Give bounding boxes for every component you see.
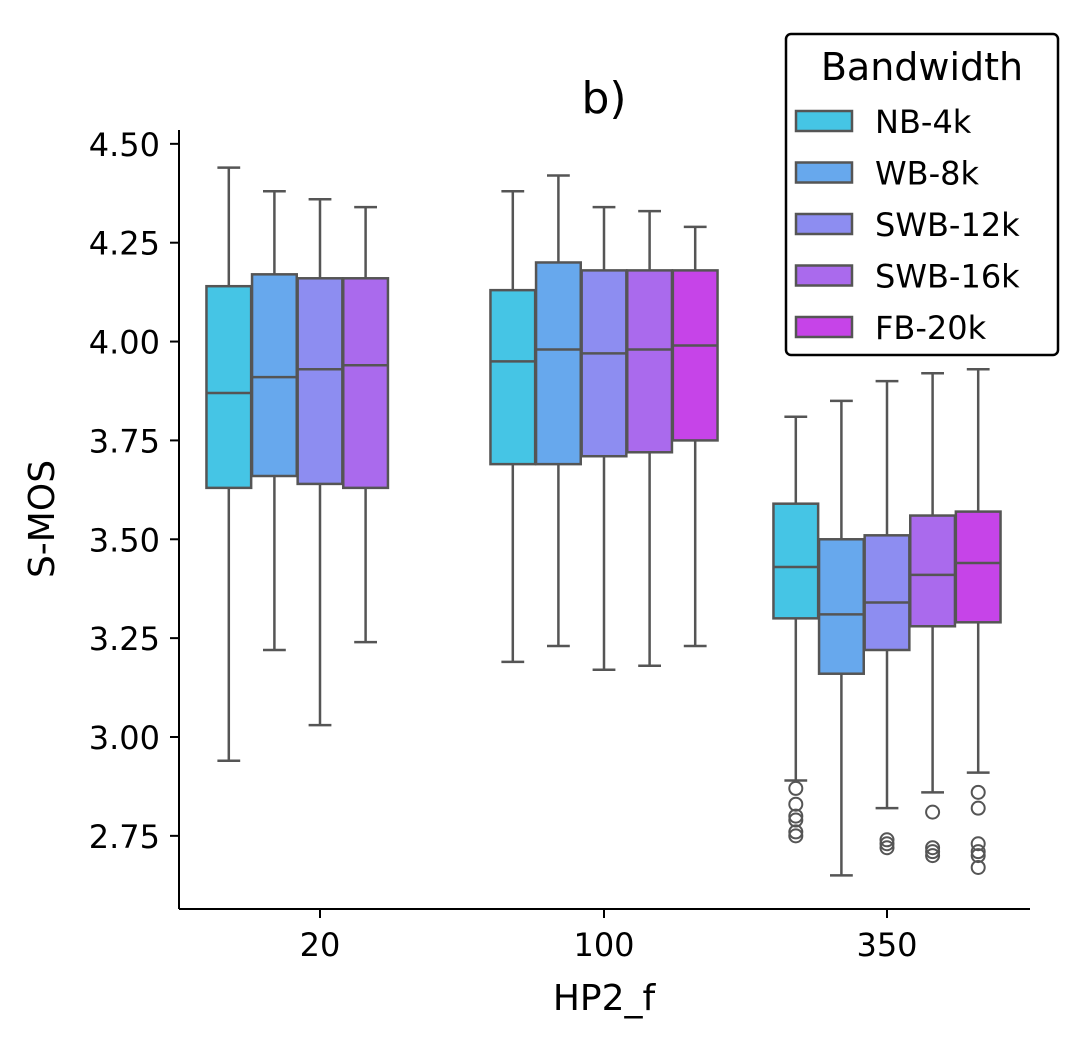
y-tick-label: 3.75 [89, 422, 160, 460]
box [580, 205, 628, 672]
outlier-point [970, 836, 986, 852]
outlier-point [879, 840, 895, 856]
outlier-point [788, 824, 804, 840]
box [863, 379, 911, 856]
outlier-point [788, 812, 804, 828]
legend-swatch [794, 109, 854, 133]
outlier-point [788, 828, 804, 844]
series-wb-8k [250, 174, 865, 877]
outlier-point [925, 844, 941, 860]
legend-label: NB-4k [875, 103, 972, 141]
box-iqr [863, 534, 911, 652]
outlier-point [879, 836, 895, 852]
box [626, 209, 674, 668]
legend-label: SWB-12k [875, 206, 1020, 244]
legend-swatch [794, 315, 854, 339]
y-axis-label: S-MOS [22, 460, 63, 578]
x-tick-label: 20 [300, 926, 341, 964]
legend-label: SWB-16k [875, 258, 1020, 296]
box-iqr [205, 284, 253, 490]
outlier-point [788, 808, 804, 824]
box-iqr [626, 269, 674, 454]
box [909, 371, 957, 864]
outlier-point [970, 800, 986, 816]
outlier-point [788, 796, 804, 812]
outlier-point [925, 848, 941, 864]
legend-swatch [794, 212, 854, 236]
box [489, 190, 537, 664]
box [772, 415, 820, 844]
outlier-point [970, 848, 986, 864]
box-iqr [954, 510, 1002, 624]
y-tick-label: 4.50 [89, 126, 160, 164]
series-nb-4k [205, 166, 820, 844]
box-iqr [342, 277, 390, 490]
outlier-point [970, 784, 986, 800]
box [954, 367, 1002, 875]
box-iqr [817, 538, 865, 675]
y-tick-label: 4.25 [89, 225, 160, 263]
outlier-point [925, 804, 941, 820]
y-ticks: 2.75 3.00 3.25 3.50 3.75 4.00 4.25 4.50 [89, 126, 179, 856]
box-iqr [580, 269, 628, 458]
y-tick-label: 4.00 [89, 324, 160, 362]
legend-label: FB-20k [875, 309, 987, 347]
box [817, 399, 865, 877]
legend-frame [784, 32, 1060, 357]
legend-title: Bandwidth [821, 45, 1023, 89]
series-fb-20k [671, 225, 1002, 875]
box-iqr [534, 261, 582, 466]
legend-swatch [794, 264, 854, 287]
x-tick-label: 100 [573, 926, 634, 964]
outlier-point [879, 832, 895, 848]
series-swb-16k [342, 205, 957, 864]
outlier-point [925, 840, 941, 856]
x-ticks: 20 100 350 [300, 909, 918, 964]
legend-swatch [794, 161, 854, 184]
box-iqr [909, 514, 957, 628]
box-iqr [489, 288, 537, 466]
x-tick-label: 350 [856, 926, 917, 964]
box-iqr [296, 277, 344, 486]
series-swb-12k [296, 197, 911, 856]
legend-label: WB-8k [875, 155, 980, 193]
y-tick-label: 2.75 [89, 818, 160, 856]
x-axis-label: HP2_f [553, 978, 657, 1019]
y-tick-label: 3.50 [89, 521, 160, 559]
box-iqr [250, 273, 298, 478]
box [342, 205, 390, 644]
chart-title: b) [581, 73, 626, 124]
outlier-point [970, 844, 986, 860]
box [205, 166, 253, 762]
box [250, 190, 298, 652]
box-groups [205, 166, 1002, 877]
box [671, 225, 719, 648]
box [296, 197, 344, 727]
box-iqr [671, 269, 719, 442]
y-tick-label: 3.00 [89, 719, 160, 757]
box-iqr [772, 502, 820, 620]
outlier-point [788, 780, 804, 796]
legend: Bandwidth NB-4k WB-8k SWB-12k SWB-16k FB-20k [784, 32, 1060, 357]
box [534, 174, 582, 648]
y-tick-label: 3.25 [89, 620, 160, 658]
outlier-point [970, 859, 986, 875]
